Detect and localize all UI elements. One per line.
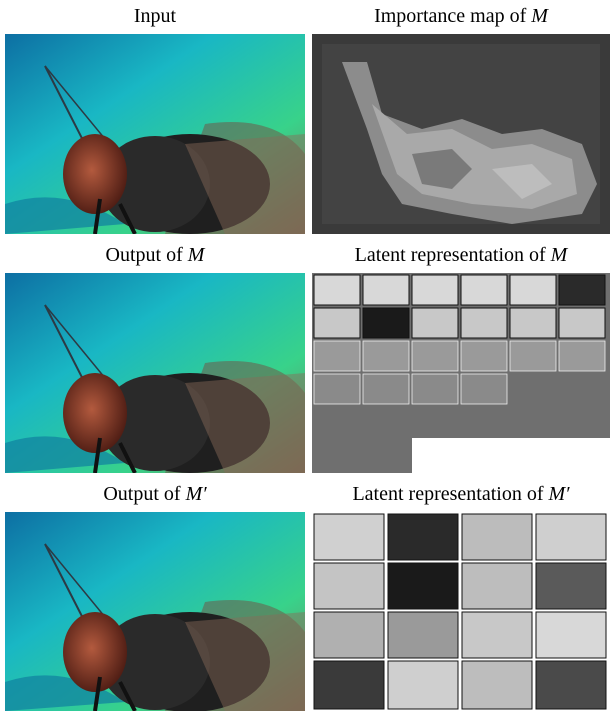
- latent-m-prime-row-1: [313, 513, 607, 561]
- caption-output-m-prime: Output of M′: [5, 482, 305, 506]
- fly-photo-output-m-prime: [5, 512, 305, 711]
- latent-m-prime-image: [312, 512, 610, 711]
- latent-m-row-4: [313, 373, 508, 405]
- fly-photo-output-m: [5, 273, 305, 473]
- caption-input: Input: [5, 4, 305, 28]
- latent-m-prime-grid: [312, 512, 610, 711]
- caption-importance-map: Importance map of M: [312, 4, 610, 28]
- latent-m-grid: [312, 273, 610, 473]
- latent-m-row-1: [313, 274, 606, 306]
- latent-m-empty-region: [412, 438, 610, 473]
- latent-m-prime-row-2: [313, 562, 607, 610]
- caption-output-m-prime-text: Output of: [103, 483, 186, 505]
- output-m-image: [5, 273, 305, 473]
- caption-latent-m-prime-text: Latent representation of: [352, 483, 549, 505]
- caption-input-text: Input: [133, 5, 177, 27]
- caption-latent-m-prime: Latent representation of M′: [312, 482, 610, 506]
- latent-m-row-3: [313, 340, 606, 372]
- caption-importance-map-text: Importance map of: [374, 5, 532, 27]
- caption-latent-m-prime-symbol: M′: [548, 483, 570, 505]
- latent-m-row-2: [313, 307, 606, 339]
- caption-importance-map-symbol: M: [531, 5, 548, 27]
- caption-output-m: Output of M: [5, 243, 305, 267]
- caption-output-m-prime-symbol: M′: [185, 483, 207, 505]
- caption-output-m-text: Output of: [105, 244, 188, 266]
- caption-latent-m: Latent representation of M: [312, 243, 610, 267]
- output-m-prime-image: [5, 512, 305, 711]
- importance-map-image: [312, 34, 610, 234]
- fly-photo-input: [5, 34, 305, 234]
- latent-m-prime-row-3: [313, 611, 607, 659]
- caption-latent-m-symbol: M: [550, 244, 568, 266]
- latent-m-prime-row-4: [313, 660, 607, 710]
- caption-output-m-symbol: M: [187, 244, 205, 266]
- latent-m-image: [312, 273, 610, 473]
- caption-latent-m-text: Latent representation of: [354, 244, 551, 266]
- importance-map-heatmap: [312, 34, 610, 234]
- input-image: [5, 34, 305, 234]
